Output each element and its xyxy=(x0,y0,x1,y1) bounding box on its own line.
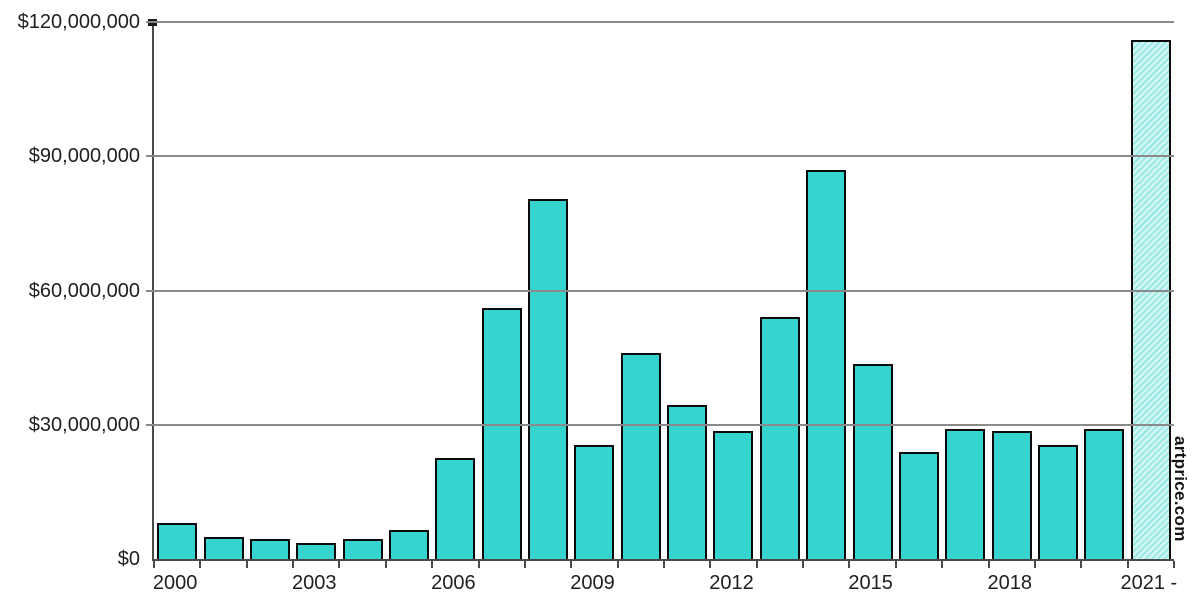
x-axis-tick xyxy=(338,561,341,568)
x-axis-label-2015: 2015 xyxy=(848,572,893,594)
x-axis-tick xyxy=(292,561,295,568)
x-axis-tick xyxy=(663,561,665,568)
bar-2020 xyxy=(1084,429,1125,559)
y-axis-label: $120,000,000 xyxy=(17,11,140,33)
bars-container xyxy=(154,22,1174,559)
bar-slot-2012 xyxy=(710,22,756,559)
bar-slot-2000 xyxy=(154,22,200,559)
bar-2008 xyxy=(528,198,569,559)
gridline-90000000 xyxy=(146,155,1174,158)
x-axis-tick xyxy=(1173,561,1175,568)
bar-slot-2020 xyxy=(1081,22,1127,559)
x-axis-label-2021: 2021 - xyxy=(1120,572,1178,594)
bar-2012 xyxy=(713,431,754,559)
bar-2004 xyxy=(342,538,383,559)
x-axis-tick xyxy=(755,561,758,568)
x-axis-tick xyxy=(523,561,526,568)
bar-slot-2015 xyxy=(849,22,895,559)
x-axis-tick xyxy=(1080,561,1083,568)
bar-slot-2011 xyxy=(664,22,710,559)
watermark-text: artprice.com xyxy=(1171,436,1190,542)
bar-2006 xyxy=(435,458,476,559)
bar-2018 xyxy=(991,431,1032,559)
bar-2003 xyxy=(296,543,337,559)
bar-2000 xyxy=(157,523,198,559)
y-axis-label: $90,000,000 xyxy=(28,145,140,168)
bar-slot-2019 xyxy=(1035,22,1081,559)
bar-slot-2013 xyxy=(757,22,803,559)
x-axis-tick xyxy=(941,561,944,568)
x-axis-tick xyxy=(848,561,851,568)
gridline-30000000 xyxy=(146,423,1174,426)
bar-slot-2014 xyxy=(803,22,849,559)
x-axis-tick xyxy=(616,561,619,568)
plot-area xyxy=(146,19,1175,568)
bar-slot-2018 xyxy=(988,22,1034,559)
bar-slot-2006 xyxy=(432,22,478,559)
bar-slot-2008 xyxy=(525,22,571,559)
x-axis-label-2000: 2000 xyxy=(152,572,198,594)
bar-2001 xyxy=(203,536,244,559)
bar-slot-2003 xyxy=(293,22,339,559)
x-axis-tick xyxy=(709,561,712,568)
bar-2013 xyxy=(759,317,800,559)
x-axis-tick xyxy=(199,561,202,568)
bar-slot-2001 xyxy=(200,22,246,559)
bar-2010 xyxy=(620,353,661,559)
bar-slot-2016 xyxy=(896,22,942,559)
gridline-120000000 xyxy=(146,21,1174,23)
y-axis-label: $60,000,000 xyxy=(28,279,140,302)
x-axis-tick xyxy=(384,561,387,568)
x-axis-label-2006: 2006 xyxy=(431,572,476,594)
bar-2002 xyxy=(249,538,290,559)
x-axis-tick xyxy=(1126,561,1129,568)
bar-slot-2005 xyxy=(386,22,432,559)
bar-2019 xyxy=(1038,444,1078,559)
bar-slot-2021 xyxy=(1128,22,1174,559)
x-axis-label-2018: 2018 xyxy=(987,572,1032,594)
bar-slot-2010 xyxy=(618,22,664,559)
y-axis-label: $30,000,000 xyxy=(28,413,140,436)
x-axis-tick xyxy=(1033,561,1036,568)
x-axis-tick xyxy=(894,561,897,568)
x-axis-tick xyxy=(431,561,434,568)
bar-slot-2009 xyxy=(571,22,617,559)
bar-2005 xyxy=(388,529,429,559)
bar-2014 xyxy=(806,169,847,559)
bar-2015 xyxy=(852,364,893,559)
bar-2017 xyxy=(945,429,986,559)
x-axis-tick xyxy=(477,561,480,568)
bar-2009 xyxy=(574,444,615,559)
gridline-60000000 xyxy=(146,289,1174,292)
bar-slot-2004 xyxy=(339,22,385,559)
y-axis-label: $0 xyxy=(117,548,140,570)
x-axis-tick xyxy=(153,561,155,568)
x-axis-tick xyxy=(245,561,248,568)
x-axis-tick xyxy=(987,561,990,568)
bar-slot-2007 xyxy=(479,22,525,559)
x-axis-label-2009: 2009 xyxy=(570,572,615,594)
x-axis-tick xyxy=(570,561,573,568)
bar-2021 xyxy=(1130,39,1171,559)
bar-2007 xyxy=(481,308,522,559)
x-axis-label-2003: 2003 xyxy=(292,572,337,594)
bar-slot-2002 xyxy=(247,22,293,559)
bar-slot-2017 xyxy=(942,22,988,559)
bar-2011 xyxy=(667,404,708,559)
bar-2016 xyxy=(898,451,939,559)
x-axis-tick xyxy=(802,561,805,568)
x-axis-label-2012: 2012 xyxy=(709,572,754,594)
